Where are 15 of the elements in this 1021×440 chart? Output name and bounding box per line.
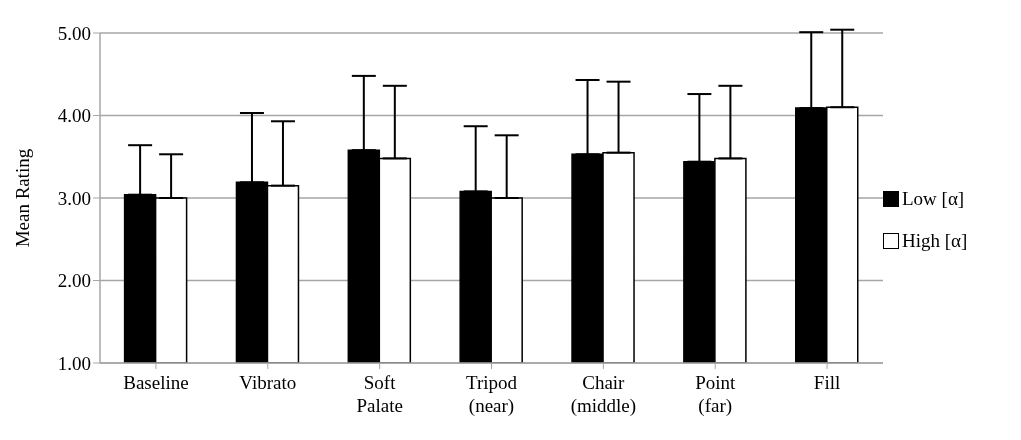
x-tick-label: Tripod (near) — [465, 372, 518, 417]
x-tick-label: Soft Palate — [356, 372, 403, 416]
x-tick-label: Fill — [813, 372, 841, 393]
x-tick-label: Vibrato — [239, 372, 297, 393]
y-tick-label: 3.00 — [57, 187, 91, 209]
x-tick-label: Point (far) — [695, 372, 736, 417]
y-tick-label: 2.00 — [57, 270, 91, 292]
y-tick-label: 4.00 — [57, 105, 91, 127]
legend-label: Low [α] — [902, 187, 965, 211]
legend-label: High [α] — [902, 229, 968, 253]
y-tick-label: 1.00 — [57, 352, 91, 374]
y-axis-title: Mean Rating — [11, 148, 33, 248]
y-tick-label: 5.00 — [57, 22, 91, 44]
x-tick-label: Baseline — [123, 372, 189, 393]
x-tick-label: Chair (middle) — [570, 372, 637, 417]
